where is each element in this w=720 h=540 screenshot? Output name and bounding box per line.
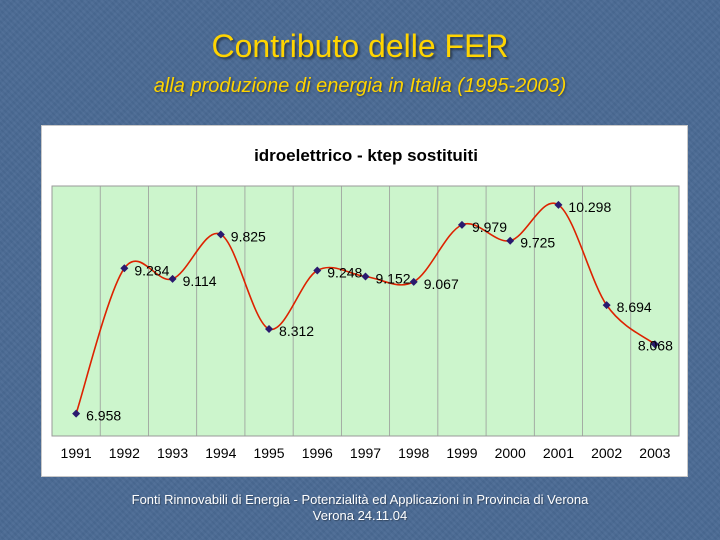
- slide-subtitle: alla produzione di energia in Italia (19…: [153, 75, 567, 97]
- chart-container: idroelettrico - ktep sostituiti 6.958 9.2…: [41, 125, 688, 477]
- data-label-1992: 9.284: [134, 262, 169, 278]
- data-point-1998: [409, 277, 418, 286]
- data-point-2000: [506, 236, 515, 245]
- data-point-1993: [168, 274, 177, 283]
- data-point-2001: [554, 200, 563, 209]
- x-tick-label: 1993: [157, 445, 188, 461]
- data-label-1994: 9.825: [231, 228, 266, 244]
- x-tick-label: 1992: [109, 445, 140, 461]
- data-label-1999: 9.979: [472, 219, 507, 235]
- footer: Fonti Rinnovabili di Energia - Potenzial…: [0, 492, 720, 524]
- plot-area: [51, 185, 680, 437]
- line-chart: idroelettrico - ktep sostituiti 6.958 9.2…: [51, 146, 680, 461]
- x-tick-label: 1997: [350, 445, 381, 461]
- x-tick-label: 1994: [205, 445, 236, 461]
- data-point-1992: [120, 264, 129, 273]
- x-tick-label: 2002: [591, 445, 622, 461]
- data-point-1996: [313, 266, 322, 275]
- data-point-2003: [650, 340, 659, 349]
- x-tick-label: 2003: [639, 445, 670, 461]
- slide-title: Contributo delle FER: [211, 28, 509, 64]
- data-label-2003: 8.068: [638, 337, 673, 353]
- x-tick-label: 2001: [543, 445, 574, 461]
- data-labels: 6.958 9.284 9.114 9.825 8.312 9.248 9.152 9.067…: [86, 199, 673, 424]
- x-tick-label: 1995: [253, 445, 284, 461]
- data-label-1991: 6.958: [86, 408, 121, 424]
- footer-line-1: Fonti Rinnovabili di Energia - Potenzial…: [131, 492, 589, 507]
- data-label-2002: 8.694: [617, 299, 652, 315]
- data-label-1996: 9.248: [327, 265, 362, 281]
- data-label-1995: 8.312: [279, 323, 314, 339]
- data-point-1999: [457, 220, 466, 229]
- x-tick-label: 1999: [446, 445, 477, 461]
- x-axis-ticks: 1991 1992 1993 1994 1995 1996 1997 1998 1999 2000…: [61, 445, 671, 461]
- x-tick-label: 1996: [302, 445, 333, 461]
- data-label-1998: 9.067: [424, 276, 459, 292]
- chart-title: idroelettrico - ktep sostituiti: [254, 146, 478, 165]
- data-label-1993: 9.114: [183, 273, 217, 289]
- data-point-1997: [361, 272, 370, 281]
- data-point-1994: [216, 230, 225, 239]
- data-label-2001: 10.298: [568, 199, 611, 215]
- footer-line-2: Verona 24.11.04: [312, 508, 408, 523]
- x-tick-label: 2000: [495, 445, 526, 461]
- data-point-1995: [265, 325, 274, 333]
- data-label-2000: 9.725: [520, 235, 555, 251]
- markers: [72, 200, 659, 418]
- x-tick-label: 1998: [398, 445, 429, 461]
- data-point-2002: [602, 301, 611, 310]
- x-tick-label: 1991: [61, 445, 92, 461]
- data-label-1997: 9.152: [376, 271, 411, 287]
- grid-lines: [99, 186, 632, 436]
- data-point-1991: [72, 409, 81, 418]
